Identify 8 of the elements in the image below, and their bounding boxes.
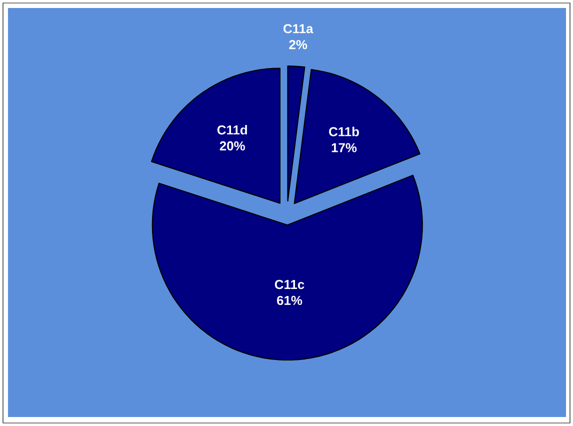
slice-label: C11b [329, 126, 359, 136]
data-label: 17% [332, 143, 357, 152]
slice-label: C11d [217, 125, 247, 135]
data-label: 2% [289, 40, 308, 50]
data-label: 61% [277, 296, 302, 306]
slice-label: C11a [284, 24, 314, 34]
data-label: 20% [220, 141, 245, 150]
slice-label: C11c [274, 280, 304, 290]
